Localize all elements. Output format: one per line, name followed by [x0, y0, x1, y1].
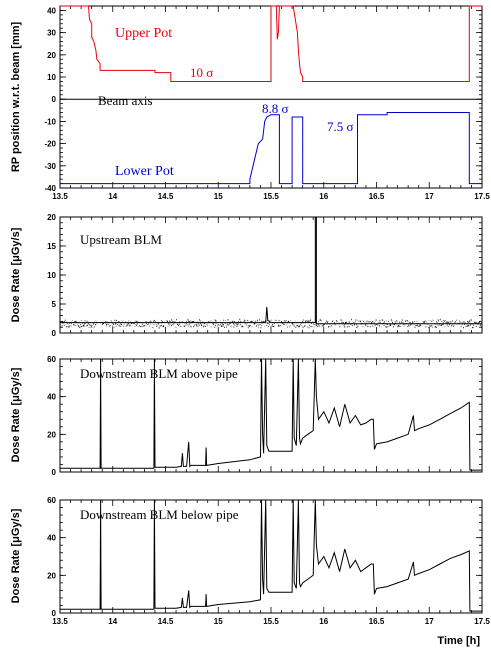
y-tick-label: 10 [47, 73, 56, 82]
rp-y-axis-label: RP position w.r.t. beam [mm] [10, 21, 22, 172]
beam-axis-label: Beam axis [98, 93, 153, 108]
x-tick-label: 17 [425, 192, 434, 201]
y-tick-label: 20 [47, 430, 56, 439]
panel-2-marks: 0 20 40 60 [47, 355, 483, 477]
x-tick-label: 14.5 [158, 192, 174, 201]
y-tick-label: 40 [47, 393, 56, 402]
sigma-10-label: 10 σ [190, 65, 213, 80]
downstream-above-y-axis-label: Dose Rate [μGy/s] [10, 367, 22, 462]
y-tick-label: 60 [47, 496, 56, 505]
x-tick-label: 16.5 [369, 617, 385, 626]
sigma-7-5-label: 7.5 σ [327, 119, 354, 134]
x-tick-label: 17.5 [474, 617, 490, 626]
y-tick-label: 40 [47, 6, 56, 15]
y-tick-label: 0 [52, 95, 57, 104]
x-tick-label: 15.5 [263, 617, 279, 626]
downstream-below-label: Downstream BLM below pipe [80, 507, 239, 522]
y-tick-label: 5 [52, 300, 57, 309]
x-tick-label: 15 [214, 192, 223, 201]
panel-1-marks: 0 5 10 15 20 [47, 213, 483, 338]
y-tick-label: -10 [44, 117, 56, 126]
y-tick-label: -40 [44, 184, 56, 193]
panel-3-marks: 13.5 14 14.5 15 15.5 16 16.5 17 17.5 0 20 40 60 [47, 496, 490, 626]
x-axis-label: Time [h] [437, 635, 480, 647]
y-tick-label: 0 [52, 329, 57, 338]
x-tick-label: 17 [425, 617, 434, 626]
upper-pot-label: Upper Pot [115, 26, 172, 41]
upstream-y-axis-label: Dose Rate [μGy/s] [10, 227, 22, 322]
lower-pot-line [60, 112, 482, 185]
y-tick-label: 15 [47, 242, 56, 251]
y-tick-label: 20 [47, 51, 56, 60]
x-tick-label: 16 [319, 617, 328, 626]
x-tick-label: 14 [108, 192, 117, 201]
y-tick-label: 20 [47, 571, 56, 580]
y-tick-label: 10 [47, 271, 56, 280]
x-tick-label: 16 [319, 192, 328, 201]
blm-line [60, 358, 482, 471]
y-tick-label: 0 [52, 609, 57, 618]
x-tick-label: 17.5 [474, 192, 490, 201]
x-tick-label: 16.5 [369, 192, 385, 201]
sigma-8-8-label: 8.8 σ [262, 101, 289, 116]
x-tick-label: 15 [214, 617, 223, 626]
lower-pot-label: Lower Pot [115, 164, 174, 179]
y-tick-label: 30 [47, 29, 56, 38]
y-tick-label: -20 [44, 140, 56, 149]
x-tick-label: 13.5 [52, 617, 68, 626]
panel-0-marks: 13.5 14 14.5 15 15.5 16 16.5 17 17.5 -40 -30 -20 -10… [44, 5, 490, 201]
chart-marks: 13.5 14 14.5 15 15.5 16 16.5 17 17.5 -40 -30 -20 -10… [44, 5, 490, 626]
y-tick-label: 20 [47, 213, 56, 222]
upstream-blm-label: Upstream BLM [80, 232, 162, 247]
upstream-noise [59, 318, 482, 329]
x-tick-label: 14.5 [158, 617, 174, 626]
x-tick-label: 15.5 [263, 192, 279, 201]
y-tick-label: -30 [44, 162, 56, 171]
blm-line [60, 499, 482, 612]
x-tick-label: 14 [108, 617, 117, 626]
x-tick-label: 13.5 [52, 192, 68, 201]
y-tick-label: 40 [47, 534, 56, 543]
y-tick-label: 60 [47, 355, 56, 364]
downstream-above-label: Downstream BLM above pipe [80, 366, 238, 381]
y-tick-label: 0 [52, 468, 57, 477]
downstream-below-y-axis-label: Dose Rate [μGy/s] [10, 508, 22, 603]
upper-pot-line [60, 5, 482, 82]
